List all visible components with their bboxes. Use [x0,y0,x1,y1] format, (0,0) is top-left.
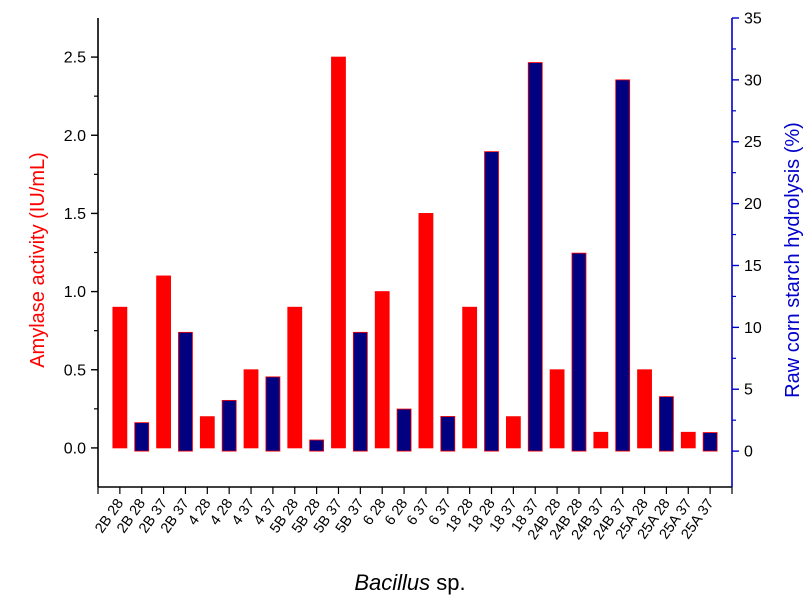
left-tick-label: 2.0 [64,128,86,145]
left-tick-label: 0.0 [64,440,86,457]
bar-amylase [287,306,303,449]
bar-amylase [374,291,390,449]
right-tick-label: 5 [744,382,753,399]
right-tick-label: 10 [744,320,762,337]
bar-amylase [156,275,171,449]
right-tick-label: 20 [744,196,762,213]
left-tick-label: 0.5 [64,362,86,379]
bar-hydrolysis [309,439,325,452]
left-tick-label: 1.5 [64,206,86,223]
x-axis-title-italic: Bacillus [354,570,430,595]
left-tick-label: 1.0 [64,284,86,301]
bar-hydrolysis [396,408,412,452]
left-axis-title: Amylase activity (IU/mL) [27,152,49,368]
x-axis-title-rest: sp. [430,570,465,595]
bar-hydrolysis [178,331,193,452]
bar-amylase [505,416,521,449]
bar-hydrolysis [702,432,718,452]
axes-frame [97,18,733,488]
x-category-label: 6 28 [382,496,411,528]
right-axis: 0 5 10 15 20 25 30 35 [732,11,762,461]
bar-amylase [331,56,346,449]
bar-hydrolysis [659,396,674,452]
bar-amylase [418,213,434,449]
x-category-label: 6 28 [360,496,389,528]
bar-hydrolysis [527,62,543,452]
bar-hydrolysis [352,331,368,452]
right-tick-label: 0 [744,444,753,461]
bar-hydrolysis [615,79,631,452]
x-category-label: 6 37 [404,496,433,528]
bar-amylase [637,369,652,449]
bar-amylase [680,431,696,449]
bar-amylase [593,431,609,449]
x-category-label: 4 28 [207,496,236,528]
bar-hydrolysis [571,252,587,452]
x-category-label: 4 28 [185,496,214,528]
bar-amylase [199,416,215,449]
right-tick-label: 25 [744,134,762,151]
bars-group [112,56,718,452]
right-axis-title: Raw corn starch hydrolysis (%) [782,122,804,398]
bar-hydrolysis [484,151,499,452]
right-tick-label: 15 [744,258,762,275]
bar-hydrolysis [134,422,150,452]
bar-amylase [243,369,259,449]
bar-hydrolysis [440,416,456,452]
left-tick-label: 2.5 [64,50,86,67]
right-tick-label: 30 [744,72,762,89]
left-axis: 0.0 0.5 1.0 1.5 2.0 2.5 [64,50,98,457]
x-axis-title: Bacillus sp. [354,570,465,595]
bar-hydrolysis [221,399,237,452]
bar-amylase [462,306,478,449]
right-tick-label: 35 [744,11,762,28]
bar-hydrolysis [265,376,281,452]
x-category-label: 4 37 [229,496,258,528]
bar-amylase [549,369,565,449]
bar-amylase [112,306,128,449]
